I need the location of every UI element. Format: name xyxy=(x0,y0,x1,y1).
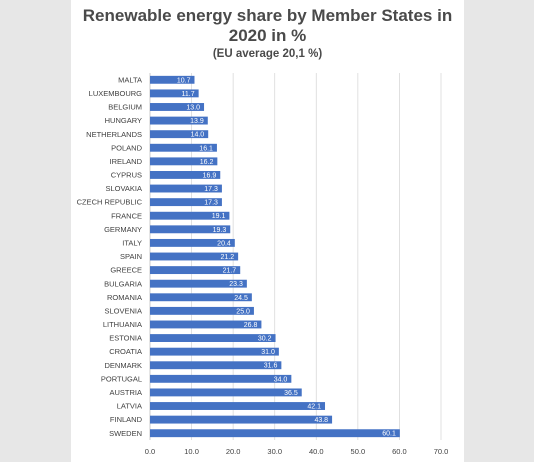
category-label: BELGIUM xyxy=(108,103,142,112)
category-label: FRANCE xyxy=(111,211,142,220)
category-label: HUNGARY xyxy=(105,116,142,125)
category-label: CZECH REPUBLIC xyxy=(77,198,143,207)
bar xyxy=(150,306,254,315)
bar xyxy=(150,374,292,383)
data-label: 13.9 xyxy=(190,118,204,125)
data-label: 31.6 xyxy=(264,363,278,370)
category-label: ITALY xyxy=(122,239,142,248)
category-label: SLOVENIA xyxy=(104,306,142,315)
x-tick-label: 30.0 xyxy=(267,447,282,456)
category-label: SLOVAKIA xyxy=(105,184,142,193)
data-label: 16.1 xyxy=(199,145,213,152)
category-label: SWEDEN xyxy=(109,429,142,438)
bar xyxy=(150,157,218,166)
data-label: 20.4 xyxy=(217,240,231,247)
category-label: CROATIA xyxy=(109,347,142,356)
bar xyxy=(150,89,199,98)
data-label: 34.0 xyxy=(274,376,288,383)
bar xyxy=(150,415,333,424)
chart-title: Renewable energy share by Member States … xyxy=(82,6,453,45)
category-label: ROMANIA xyxy=(107,293,142,302)
bar xyxy=(150,279,247,288)
x-tick-label: 40.0 xyxy=(309,447,324,456)
bar xyxy=(150,116,208,125)
data-label: 60.1 xyxy=(382,431,396,438)
data-label: 26.8 xyxy=(244,322,258,329)
bar xyxy=(150,103,205,111)
bar xyxy=(150,320,262,329)
category-label: IRELAND xyxy=(109,157,142,166)
category-label: LATVIA xyxy=(117,402,142,411)
data-label: 43.8 xyxy=(314,417,328,424)
bar xyxy=(150,361,282,370)
data-label: 10.7 xyxy=(177,77,191,84)
bar xyxy=(150,252,239,261)
bar xyxy=(150,171,221,179)
category-label: LUXEMBOURG xyxy=(89,89,143,98)
category-label: GERMANY xyxy=(104,225,142,234)
chart-panel xyxy=(71,0,464,462)
bar xyxy=(150,238,235,247)
data-label: 21.7 xyxy=(223,268,237,275)
category-label: GREECE xyxy=(110,266,142,275)
category-label: NETHERLANDS xyxy=(86,130,142,139)
category-label: SPAIN xyxy=(120,252,142,261)
bar xyxy=(150,130,209,139)
bar xyxy=(150,334,276,342)
category-label: FINLAND xyxy=(110,415,143,424)
x-tick-label: 0.0 xyxy=(145,447,155,456)
category-label: POLAND xyxy=(111,143,142,152)
data-label: 23.3 xyxy=(229,281,243,288)
x-tick-label: 10.0 xyxy=(184,447,199,456)
bar xyxy=(150,225,231,234)
category-label: MALTA xyxy=(118,75,142,84)
category-label: PORTUGAL xyxy=(101,374,142,383)
data-label: 16.2 xyxy=(200,159,214,166)
bar xyxy=(150,402,326,410)
x-tick-label: 60.0 xyxy=(392,447,407,456)
bar xyxy=(150,266,241,275)
data-label: 17.3 xyxy=(204,186,218,193)
data-label: 30.2 xyxy=(258,336,272,343)
bar xyxy=(150,184,222,193)
x-tick-label: 70.0 xyxy=(434,447,449,456)
data-label: 17.3 xyxy=(204,200,218,207)
data-label: 13.0 xyxy=(186,104,200,111)
bar xyxy=(150,347,279,356)
data-label: 14.0 xyxy=(191,132,205,139)
data-label: 25.0 xyxy=(236,308,250,315)
data-label: 19.3 xyxy=(213,227,227,234)
data-label: 31.0 xyxy=(261,349,275,356)
bar xyxy=(150,388,302,397)
category-label: BULGARIA xyxy=(104,279,142,288)
bar xyxy=(150,211,230,220)
data-label: 24.5 xyxy=(234,295,248,302)
category-label: ESTONIA xyxy=(109,334,142,343)
category-label: LITHUANIA xyxy=(103,320,142,329)
x-tick-label: 20.0 xyxy=(226,447,241,456)
data-label: 42.1 xyxy=(307,404,321,411)
bar xyxy=(150,293,252,302)
bar xyxy=(150,429,400,438)
x-tick-label: 50.0 xyxy=(351,447,366,456)
chart-subtitle: (EU average 20,1 %) xyxy=(212,48,323,60)
bar xyxy=(150,75,195,84)
category-label: AUSTRIA xyxy=(109,388,142,397)
data-label: 16.9 xyxy=(203,172,217,179)
bar xyxy=(150,198,222,207)
bar xyxy=(150,143,217,152)
data-label: 11.7 xyxy=(182,91,195,98)
category-label: DENMARK xyxy=(104,361,142,370)
data-label: 36.5 xyxy=(284,390,298,397)
data-label: 19.1 xyxy=(212,213,226,220)
data-label: 21.2 xyxy=(221,254,235,261)
category-label: CYPRUS xyxy=(111,171,142,180)
